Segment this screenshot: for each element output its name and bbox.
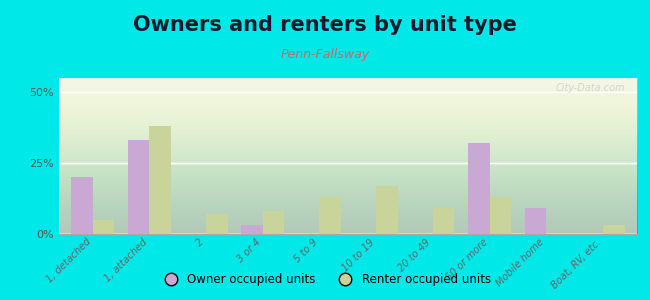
Bar xyxy=(241,226,263,234)
Bar xyxy=(150,126,171,234)
Bar xyxy=(468,143,489,234)
Bar xyxy=(433,208,454,234)
Bar xyxy=(263,211,284,234)
Bar xyxy=(127,140,150,234)
Bar xyxy=(319,197,341,234)
Text: Owners and renters by unit type: Owners and renters by unit type xyxy=(133,15,517,35)
Bar xyxy=(206,214,228,234)
Text: Penn-Fallsway: Penn-Fallsway xyxy=(280,48,370,61)
Bar xyxy=(92,220,114,234)
Bar xyxy=(376,186,398,234)
Bar xyxy=(489,197,511,234)
Legend: Owner occupied units, Renter occupied units: Owner occupied units, Renter occupied un… xyxy=(154,269,496,291)
Bar xyxy=(603,226,625,234)
Bar xyxy=(525,208,546,234)
Text: City-Data.com: City-Data.com xyxy=(556,83,625,93)
Bar xyxy=(71,177,92,234)
